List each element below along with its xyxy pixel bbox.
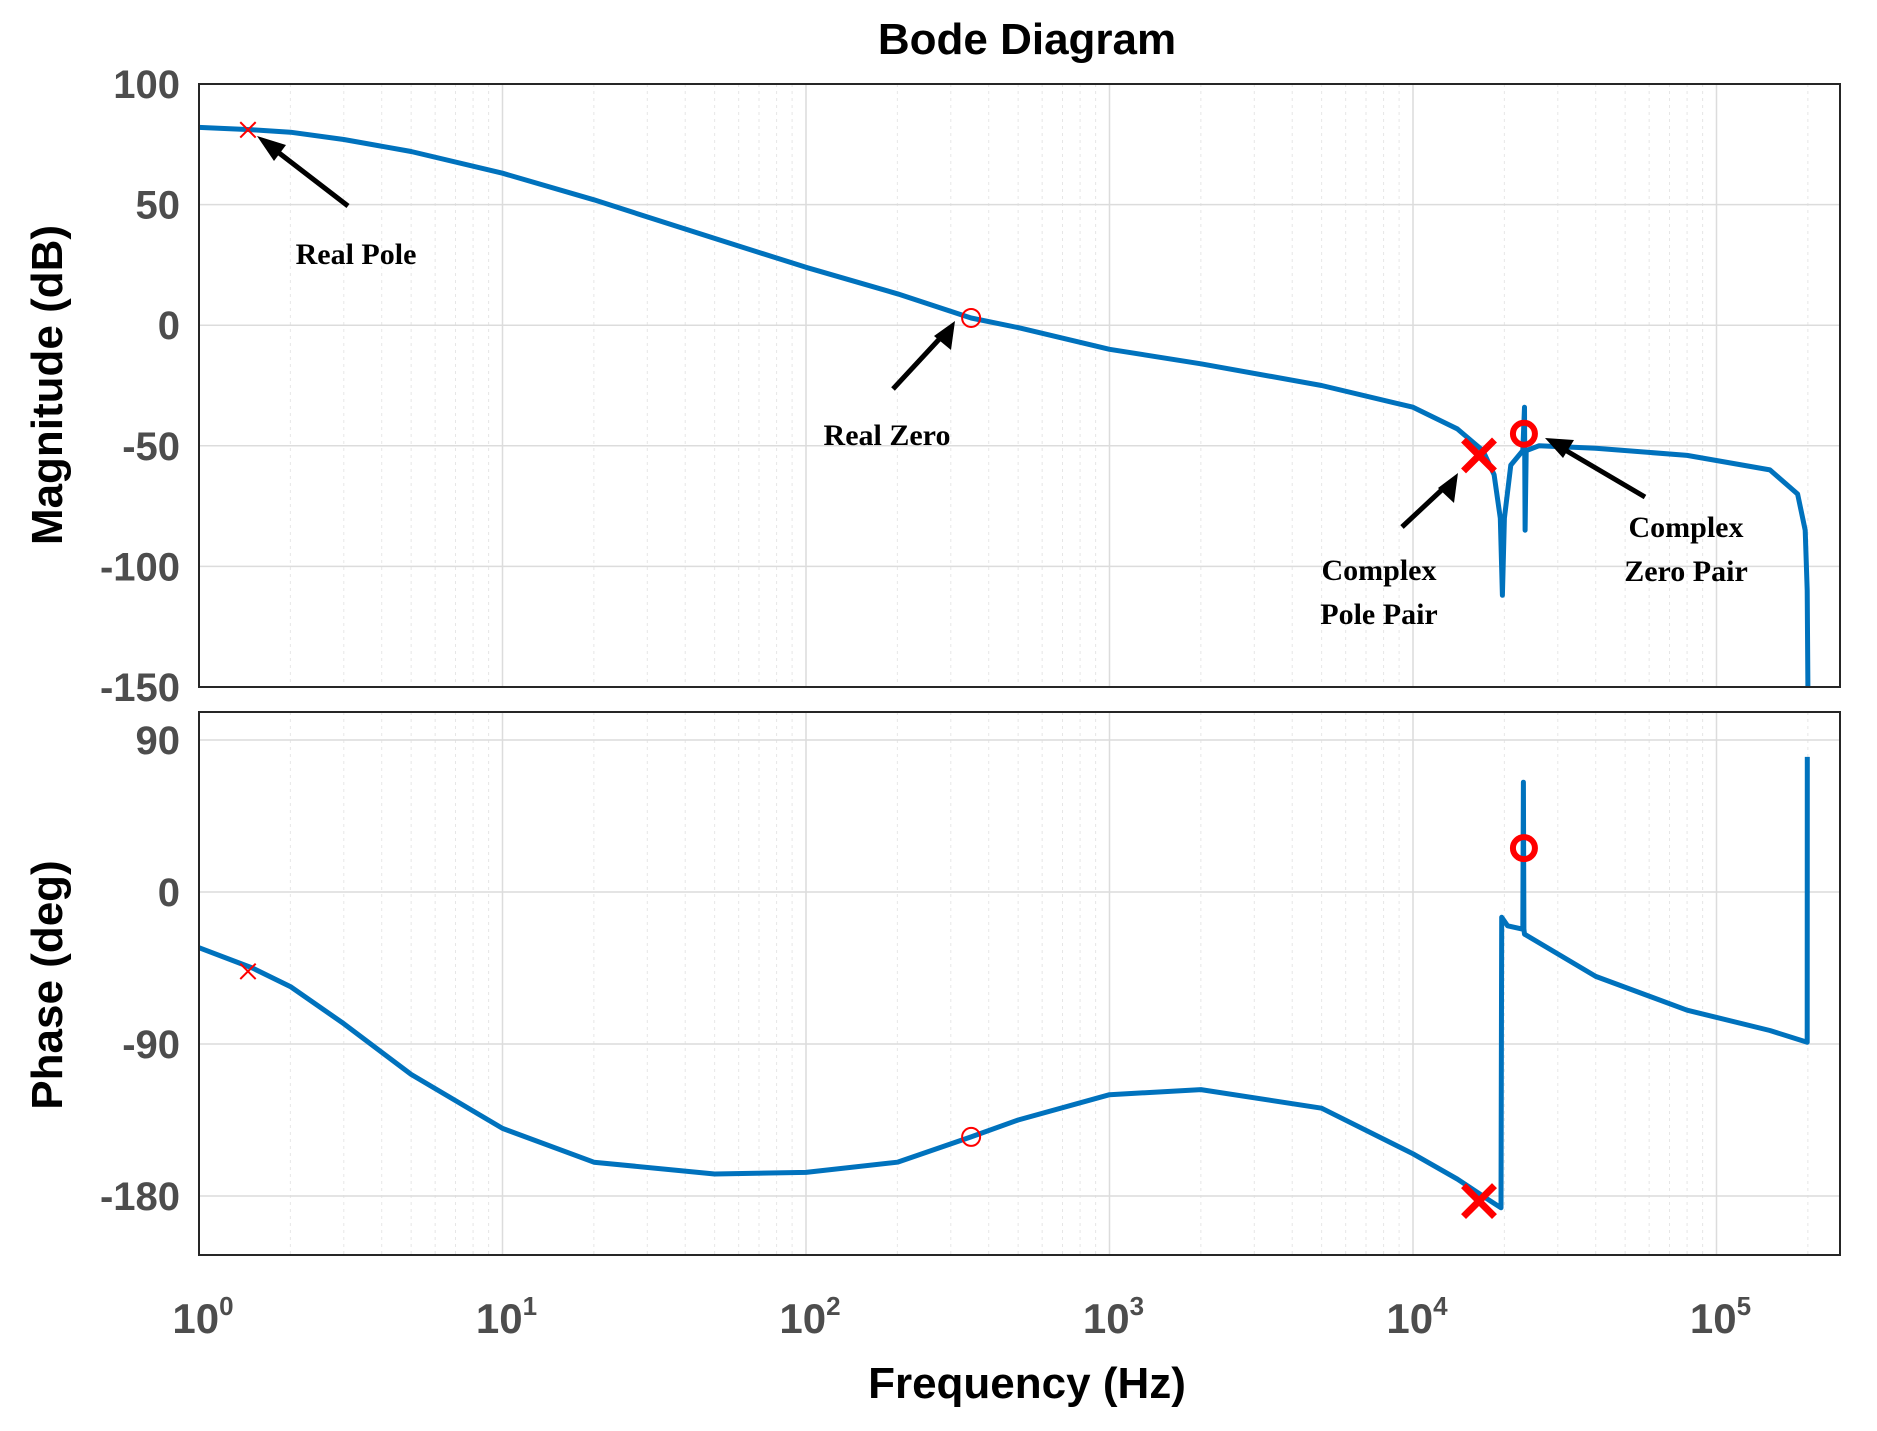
magnitude-curve-layer <box>198 124 1811 688</box>
complex-zero-pair-arrow <box>1558 444 1647 500</box>
phase-pole-marker-0 <box>239 962 257 980</box>
phase-y-tick-label: 0 <box>158 871 180 915</box>
real-zero-arrowhead <box>934 321 955 350</box>
magnitude-zero-marker-1 <box>961 307 982 328</box>
frequency-x-ticks: 100 101 102 103 104 105 <box>172 1291 1751 1342</box>
magnitude-axes-box <box>198 83 1841 688</box>
real-zero-arrow <box>891 332 946 391</box>
magnitude-grid <box>199 83 1840 687</box>
magnitude-markers <box>239 121 1538 474</box>
magnitude-y-ticks: 100 50 0 -50 -100 -150 <box>100 63 180 710</box>
complex-pole-pair-arrowhead <box>1438 473 1458 503</box>
magnitude-pole-marker-0 <box>239 121 257 139</box>
phase-pole-marker-2 <box>1461 1183 1497 1220</box>
annotation-labels: Real Pole Real Zero Complex Pole Pair Co… <box>296 238 1748 631</box>
phase-zero-marker-3 <box>1509 834 1538 863</box>
x-tick-label: 101 <box>476 1291 537 1342</box>
real-pole-arrow <box>268 144 350 208</box>
real-pole-label: Real Pole <box>296 238 417 271</box>
complex-zero-pair-label-line2: Zero Pair <box>1624 555 1748 588</box>
complex-pole-pair-label-line1: Complex <box>1322 554 1437 587</box>
real-zero-label: Real Zero <box>824 419 951 452</box>
magnitude-y-tick-label: 0 <box>158 304 180 348</box>
x-axis-label: Frequency (Hz) <box>868 1359 1186 1408</box>
phase-panel: 90 0 -90 -180 Phase (deg) <box>23 711 1841 1256</box>
complex-pole-pair-label-line2: Pole Pair <box>1320 598 1437 631</box>
magnitude-y-tick-label: -100 <box>100 545 180 589</box>
magnitude-curve <box>198 124 1811 688</box>
phase-curve-layer <box>198 756 1810 1211</box>
magnitude-y-axis-label: Magnitude (dB) <box>23 225 72 545</box>
chart-title: Bode Diagram <box>878 15 1176 64</box>
phase-y-ticks: 90 0 -90 -180 <box>100 719 180 1219</box>
magnitude-y-tick-label: -150 <box>100 666 180 710</box>
phase-axes-box <box>198 711 1841 1256</box>
x-tick-label: 100 <box>172 1291 233 1342</box>
x-tick-label: 104 <box>1386 1291 1448 1342</box>
phase-y-axis-label: Phase (deg) <box>23 860 72 1109</box>
real-pole-arrowhead <box>257 136 286 161</box>
phase-y-tick-label: -90 <box>122 1023 180 1067</box>
magnitude-y-tick-label: 100 <box>113 63 180 107</box>
phase-markers <box>239 834 1538 1220</box>
magnitude-panel: 100 50 0 -50 -100 -150 Magnitude (dB) <box>23 63 1841 710</box>
phase-y-tick-label: 90 <box>136 719 181 763</box>
x-tick-label: 103 <box>1083 1291 1144 1342</box>
magnitude-zero-marker-3 <box>1509 419 1538 448</box>
x-tick-label: 102 <box>779 1291 840 1342</box>
complex-zero-pair-arrowhead <box>1545 438 1574 458</box>
phase-y-tick-label: -180 <box>100 1175 180 1219</box>
complex-pole-pair-arrow <box>1400 483 1449 529</box>
magnitude-y-tick-label: -50 <box>122 425 180 469</box>
phase-zero-marker-1 <box>961 1126 982 1147</box>
complex-zero-pair-label-line1: Complex <box>1629 511 1744 544</box>
phase-grid <box>199 712 1840 1255</box>
phase-curve <box>198 756 1810 1211</box>
x-tick-label: 105 <box>1690 1291 1751 1342</box>
magnitude-y-tick-label: 50 <box>136 184 181 228</box>
magnitude-pole-marker-2 <box>1461 437 1497 474</box>
annotation-arrows <box>257 136 1647 529</box>
